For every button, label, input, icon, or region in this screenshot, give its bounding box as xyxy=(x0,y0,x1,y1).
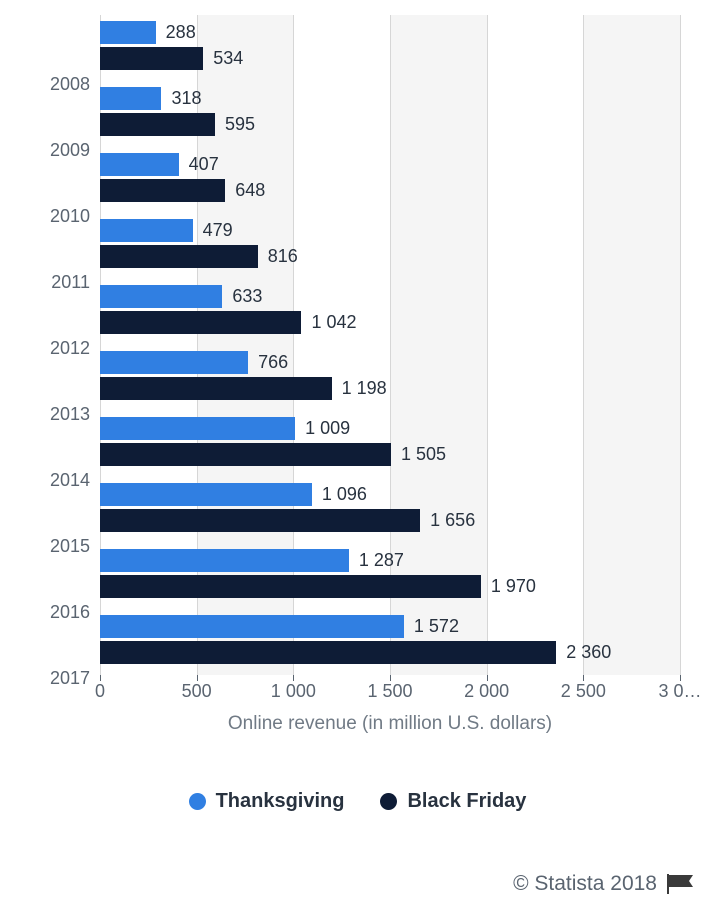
bar-thanksgiving xyxy=(100,219,193,242)
legend: Thanksgiving Black Friday xyxy=(15,790,700,816)
bar-thanksgiving xyxy=(100,483,312,506)
x-axis-label: Online revenue (in million U.S. dollars) xyxy=(100,713,680,735)
bar-value-label: 1 096 xyxy=(322,483,367,506)
bar-value-label: 1 656 xyxy=(430,509,475,532)
bar-blackfriday xyxy=(100,377,332,400)
bar-thanksgiving xyxy=(100,285,222,308)
year-group: 20141 0091 505 xyxy=(100,411,680,477)
year-group: 20126331 042 xyxy=(100,279,680,345)
bar-blackfriday xyxy=(100,641,556,664)
bar-thanksgiving xyxy=(100,153,179,176)
xtick-label: 2 500 xyxy=(561,681,606,702)
bar-value-label: 479 xyxy=(203,219,233,242)
gridline xyxy=(680,15,681,675)
year-label: 2011 xyxy=(15,273,90,291)
year-group: 20137661 198 xyxy=(100,345,680,411)
bar-value-label: 816 xyxy=(268,245,298,268)
bar-value-label: 1 970 xyxy=(491,575,536,598)
bar-blackfriday xyxy=(100,113,215,136)
year-label: 2013 xyxy=(15,405,90,423)
bar-thanksgiving xyxy=(100,615,404,638)
revenue-chart: 2008 288 534 2009 318 595 2010 407 648 2011 479 816… xyxy=(15,15,700,816)
year-label: 2015 xyxy=(15,537,90,555)
xtick-label: 1 000 xyxy=(271,681,316,702)
bar-value-label: 595 xyxy=(225,113,255,136)
bar-value-label: 1 505 xyxy=(401,443,446,466)
year-group: 20161 2871 970 xyxy=(100,543,680,609)
bar-value-label: 1 572 xyxy=(414,615,459,638)
bar-value-label: 534 xyxy=(213,47,243,70)
bar-value-label: 2 360 xyxy=(566,641,611,664)
x-axis: 05001 0001 5002 0002 5003 0… xyxy=(100,675,680,705)
bar-value-label: 1 198 xyxy=(342,377,387,400)
xtick-label: 500 xyxy=(182,681,212,702)
plot-area: 2008288534200931859520104076482011479816… xyxy=(100,15,680,675)
bar-value-label: 1 009 xyxy=(305,417,350,440)
bar-value-label: 766 xyxy=(258,351,288,374)
year-label: 2016 xyxy=(15,603,90,621)
year-label: 2012 xyxy=(15,339,90,357)
xtick-label: 3 0… xyxy=(658,681,701,702)
bar-blackfriday xyxy=(100,311,301,334)
legend-item-thanksgiving[interactable]: Thanksgiving xyxy=(189,790,345,813)
bar-value-label: 318 xyxy=(171,87,201,110)
year-label: 2010 xyxy=(15,207,90,225)
year-group: 2011479816 xyxy=(100,213,680,279)
year-group: 2009318595 xyxy=(100,81,680,147)
year-group: 2008288534 xyxy=(100,15,680,81)
year-group: 20171 5722 360 xyxy=(100,609,680,675)
attribution-footer: © Statista 2018 xyxy=(513,872,695,896)
bar-blackfriday xyxy=(100,443,391,466)
xtick-label: 0 xyxy=(95,681,105,702)
copyright-text: © Statista 2018 xyxy=(513,872,657,896)
bar-blackfriday xyxy=(100,575,481,598)
bar-thanksgiving xyxy=(100,351,248,374)
bar-value-label: 288 xyxy=(166,21,196,44)
bar-blackfriday xyxy=(100,179,225,202)
legend-item-blackfriday[interactable]: Black Friday xyxy=(380,790,526,813)
year-label: 2014 xyxy=(15,471,90,489)
year-group: 2010407648 xyxy=(100,147,680,213)
xtick-label: 2 000 xyxy=(464,681,509,702)
flag-icon xyxy=(667,874,695,894)
year-group: 20151 0961 656 xyxy=(100,477,680,543)
legend-dot-icon xyxy=(189,793,206,810)
bar-value-label: 633 xyxy=(232,285,262,308)
bar-blackfriday xyxy=(100,245,258,268)
xtick-label: 1 500 xyxy=(367,681,412,702)
legend-label: Black Friday xyxy=(407,790,526,813)
bar-thanksgiving xyxy=(100,87,161,110)
bar-value-label: 1 042 xyxy=(311,311,356,334)
bar-value-label: 407 xyxy=(189,153,219,176)
bar-blackfriday xyxy=(100,47,203,70)
year-label: 2008 xyxy=(15,75,90,93)
legend-label: Thanksgiving xyxy=(216,790,345,813)
bar-thanksgiving xyxy=(100,417,295,440)
bar-value-label: 1 287 xyxy=(359,549,404,572)
year-label: 2017 xyxy=(15,669,90,687)
bar-thanksgiving xyxy=(100,21,156,44)
year-label: 2009 xyxy=(15,141,90,159)
bar-value-label: 648 xyxy=(235,179,265,202)
bar-blackfriday xyxy=(100,509,420,532)
bar-thanksgiving xyxy=(100,549,349,572)
legend-dot-icon xyxy=(380,793,397,810)
